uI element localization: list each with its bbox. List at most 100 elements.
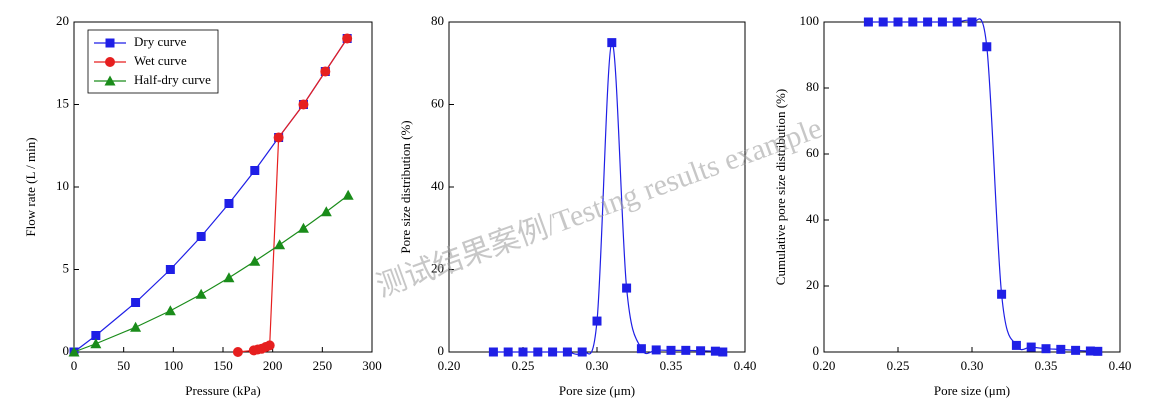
marker [878,17,888,27]
marker [1026,342,1036,352]
marker [718,347,728,357]
marker [548,347,558,357]
series-line [237,38,348,353]
x-tick-label: 300 [362,358,382,373]
marker [90,338,102,349]
marker [1011,340,1021,350]
y-tick-label: 80 [431,13,444,28]
marker [1093,346,1103,356]
marker [967,17,977,27]
marker [533,347,543,357]
marker [1071,345,1081,355]
marker [68,346,80,357]
legend-label: Half-dry curve [134,72,211,87]
series-line [868,18,1098,352]
marker [607,38,617,48]
marker [131,298,141,307]
marker [636,344,646,354]
marker [622,283,632,293]
marker [1041,344,1051,354]
legend-marker [104,75,116,86]
marker [232,347,243,357]
watermark: 测试结果案例/Testing results example [372,111,826,303]
marker [952,17,962,27]
x-tick-label: 250 [313,358,333,373]
marker [1085,346,1095,356]
marker [503,347,513,357]
y-axis-label: Flow rate (L / min) [23,137,38,236]
x-tick-label: 0.20 [813,358,836,373]
x-tick-label: 0.30 [961,358,984,373]
chart-panel: 0.20 0.25 0.30 0.35 0.40 0 20 40 60 80 100 Pore siz… [773,13,1131,398]
x-tick-label: 50 [117,358,130,373]
marker [893,17,903,27]
y-tick-label: 0 [63,343,70,358]
y-tick-label: 60 [806,145,819,160]
x-tick-label: 0.25 [512,358,535,373]
x-tick-label: 0.35 [660,358,683,373]
x-tick-label: 150 [213,358,233,373]
marker [710,346,720,356]
marker [562,347,572,357]
marker [223,272,235,283]
x-tick-label: 100 [164,358,184,373]
marker [195,288,207,299]
marker [297,222,309,233]
marker [130,321,142,332]
x-tick-label: 0.20 [438,358,461,373]
y-tick-label: 40 [806,211,819,226]
x-tick-label: 200 [263,358,283,373]
marker [274,239,286,250]
marker [196,232,206,241]
marker [997,289,1007,299]
plot-frame [823,21,1121,353]
series-line [73,194,349,353]
y-tick-label: 20 [56,13,69,28]
marker [320,66,331,77]
y-tick-label: 0 [438,343,445,358]
marker [923,17,933,27]
y-tick-label: 60 [431,95,444,110]
marker [164,305,176,316]
chart-panel: 0 50 100 150 200 250 300 0 5 10 15 20 Pressure (kPa)… [23,13,382,398]
x-tick-label: 0.30 [586,358,609,373]
marker [651,345,661,355]
marker [224,199,234,208]
marker [165,265,175,274]
marker [488,347,498,357]
marker [264,340,275,351]
y-tick-label: 15 [56,95,69,110]
x-tick-label: 0.25 [887,358,910,373]
y-tick-label: 0 [813,343,820,358]
marker [273,132,284,143]
marker [1056,344,1066,354]
marker [937,17,947,27]
marker [681,345,691,355]
y-tick-label: 5 [63,260,70,275]
marker [342,33,353,44]
marker [342,189,354,200]
legend-marker [105,57,115,67]
y-tick-label: 100 [800,13,820,28]
y-tick-label: 10 [56,178,69,193]
y-tick-label: 20 [806,277,819,292]
marker [91,331,101,340]
marker [696,346,706,356]
marker [592,316,602,326]
marker [320,206,332,217]
x-tick-label: 0 [71,358,78,373]
y-axis-label: Pore size distribution (%) [398,120,413,253]
x-tick-label: 0.40 [734,358,757,373]
y-tick-label: 20 [431,260,444,275]
marker [249,255,261,266]
y-tick-label: 80 [806,79,819,94]
marker [666,345,676,355]
x-axis-label: Pressure (kPa) [185,383,260,398]
y-tick-label: 40 [431,178,444,193]
chart-panel: 0.20 0.25 0.30 0.35 0.40 0 20 40 60 80 Pore size (… [398,13,756,398]
marker [982,42,992,52]
marker [250,166,260,175]
x-tick-label: 0.40 [1109,358,1132,373]
legend-label: Dry curve [134,34,187,49]
